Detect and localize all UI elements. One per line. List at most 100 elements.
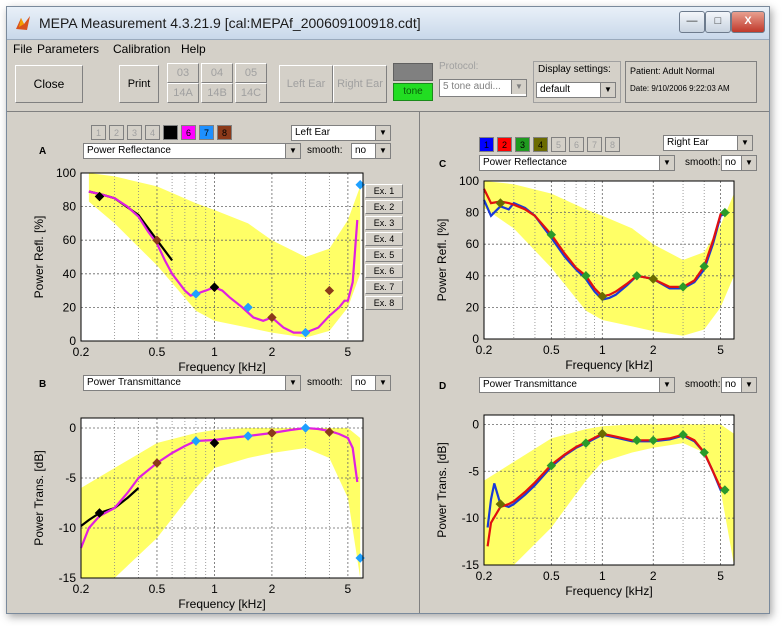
protocol-select[interactable]: 5 tone audi... ▼ [439, 79, 527, 97]
example-button-3[interactable]: Ex. 3 [365, 216, 403, 230]
menu-help[interactable]: Help [181, 42, 206, 56]
y-tick-label: 0 [472, 417, 479, 431]
y-tick-label: 40 [63, 267, 77, 281]
maximize-button[interactable]: □ [705, 11, 731, 33]
left-swatch-7[interactable]: 7 [199, 125, 214, 140]
window-title: MEPA Measurement 4.3.21.9 [cal:MEPAf_200… [39, 15, 421, 31]
data-marker [720, 485, 730, 495]
plot-a-measure-select[interactable]: Power Reflectance ▼ [83, 143, 301, 159]
tone-button[interactable]: tone [393, 83, 433, 101]
x-tick-label: 5 [717, 343, 724, 357]
smooth-label-a: smooth: [307, 145, 343, 156]
display-settings-label: Display settings: [538, 64, 611, 75]
display-settings-select[interactable]: default ▼ [536, 82, 616, 98]
plot-frame [80, 417, 364, 579]
tab-05[interactable]: 05 [235, 63, 267, 83]
example-button-7[interactable]: Ex. 7 [365, 280, 403, 294]
right-swatch-2[interactable]: 2 [497, 137, 512, 152]
data-marker [300, 423, 311, 433]
tab-14b[interactable]: 14B [201, 83, 233, 103]
left-swatch-8[interactable]: 8 [217, 125, 232, 140]
left-ear-select[interactable]: Left Ear ▼ [291, 125, 391, 141]
chevron-down-icon: ▼ [741, 156, 756, 170]
y-tick-label: 0 [69, 421, 76, 435]
menu-bar: File Parameters Calibration Help [7, 40, 769, 58]
protocol-label: Protocol: [439, 61, 479, 72]
tab-04[interactable]: 04 [201, 63, 233, 83]
data-marker [546, 460, 557, 471]
plot-a-power-reflectance[interactable]: 0.2 0.5 1 2 5 0 20 40 60 80 100 Frequency [kHz] Powe… [7, 157, 419, 377]
plot-d-power-transmittance[interactable]: 0.2 0.5 1 2 5 -15 -10 -5 0 Frequency [kHz] Power T… [420, 395, 769, 605]
tab-03[interactable]: 03 [167, 63, 199, 83]
patient-info-box: Patient: Adult Normal Date: 9/10/2006 9:… [625, 61, 757, 103]
right-swatch-1[interactable]: 1 [479, 137, 494, 152]
normal-range-band [81, 428, 361, 578]
left-swatch-3[interactable]: 3 [127, 125, 142, 140]
y-tick-label: -15 [462, 558, 480, 572]
data-marker [152, 458, 162, 468]
example-button-1[interactable]: Ex. 1 [365, 184, 403, 198]
data-marker [495, 198, 506, 208]
smooth-select-b[interactable]: no ▼ [351, 375, 391, 391]
plot-d-measure-select[interactable]: Power Transmittance ▼ [479, 377, 675, 393]
close-window-button[interactable]: X [731, 11, 765, 33]
close-button[interactable]: Close [15, 65, 83, 103]
menu-parameters[interactable]: Parameters [37, 42, 100, 56]
x-tick-label: 1 [599, 569, 606, 583]
minimize-button[interactable]: — [679, 11, 705, 33]
menu-calibration[interactable]: Calibration [113, 42, 171, 56]
data-marker [678, 429, 688, 440]
plot-b-power-transmittance[interactable]: 0.2 0.5 1 2 5 -15 -10 -5 0 Frequency [kHz] Power T… [7, 392, 419, 612]
right-swatch-7[interactable]: 7 [587, 137, 602, 152]
data-marker [94, 508, 105, 518]
main-window: MEPA Measurement 4.3.21.9 [cal:MEPAf_200… [6, 6, 770, 614]
print-button[interactable]: Print [119, 65, 159, 103]
example-button-5[interactable]: Ex. 5 [365, 248, 403, 262]
x-tick-label: 0.2 [73, 345, 90, 359]
menu-file[interactable]: File [13, 42, 33, 56]
example-button-8[interactable]: Ex. 8 [365, 296, 403, 310]
right-swatch-3[interactable]: 3 [515, 137, 530, 152]
data-marker [546, 230, 557, 240]
smooth-select-c[interactable]: no ▼ [721, 155, 757, 171]
right-swatch-4[interactable]: 4 [533, 137, 548, 152]
panel-label-a: A [39, 146, 47, 157]
x-tick-label: 1 [599, 343, 606, 357]
x-tick-label: 1 [211, 345, 218, 359]
y-tick-label: -10 [462, 511, 480, 525]
y-tick-label: 0 [69, 334, 76, 348]
x-tick-label: 0.2 [476, 343, 493, 357]
data-marker [324, 427, 335, 437]
toolbar: Close Print 03 04 05 14A 14B 14C Left Ea… [7, 59, 769, 111]
y-tick-label: 60 [466, 237, 480, 251]
series-line-1 [79, 426, 359, 549]
plot-c-power-reflectance[interactable]: 0.2 0.5 1 2 5 0 20 40 60 80 100 Frequency [kHz] Powe… [420, 171, 769, 377]
x-axis-label: Frequency [kHz] [565, 584, 652, 598]
title-bar[interactable]: MEPA Measurement 4.3.21.9 [cal:MEPAf_200… [7, 7, 769, 40]
left-swatch-6[interactable]: 6 [181, 125, 196, 140]
y-axis-label: Power Refl. [%] [435, 219, 449, 302]
right-swatch-8[interactable]: 8 [605, 137, 620, 152]
smooth-select-d[interactable]: no ▼ [721, 377, 757, 393]
right-ear-select[interactable]: Right Ear ▼ [663, 135, 753, 151]
x-tick-label: 5 [345, 345, 352, 359]
example-button-2[interactable]: Ex. 2 [365, 200, 403, 214]
left-ear-button[interactable]: Left Ear [279, 65, 333, 103]
right-swatch-5[interactable]: 5 [551, 137, 566, 152]
data-marker [300, 327, 311, 338]
left-swatch-5[interactable]: 5 [163, 125, 178, 140]
left-swatch-2[interactable]: 2 [109, 125, 124, 140]
plot-b-measure-select[interactable]: Power Transmittance ▼ [83, 375, 301, 391]
right-ear-button[interactable]: Right Ear [333, 65, 387, 103]
example-button-6[interactable]: Ex. 6 [365, 264, 403, 278]
plot-frame [483, 414, 735, 566]
left-swatch-1[interactable]: 1 [91, 125, 106, 140]
tab-14c[interactable]: 14C [235, 83, 267, 103]
left-swatch-4[interactable]: 4 [145, 125, 160, 140]
right-swatch-6[interactable]: 6 [569, 137, 584, 152]
smooth-select-a[interactable]: no ▼ [351, 143, 391, 159]
example-button-4[interactable]: Ex. 4 [365, 232, 403, 246]
display-settings-group: Display settings: default ▼ [533, 61, 621, 103]
tab-14a[interactable]: 14A [167, 83, 199, 103]
plot-c-measure-select[interactable]: Power Reflectance ▼ [479, 155, 675, 171]
